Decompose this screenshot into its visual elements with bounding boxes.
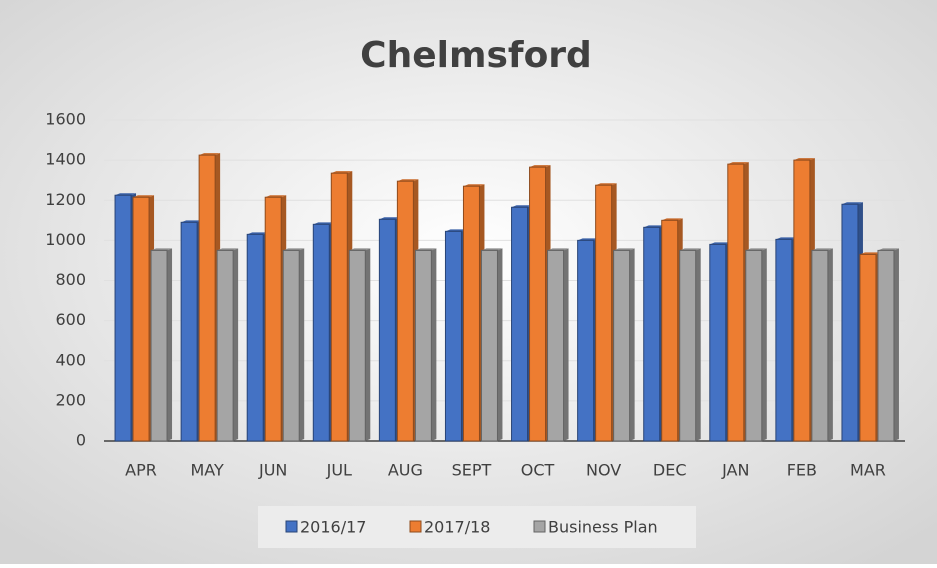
bar — [444, 230, 462, 442]
x-tick-label: NOV — [586, 461, 621, 480]
bar — [480, 249, 498, 442]
y-tick-label: 1000 — [45, 230, 86, 249]
bar — [511, 206, 529, 442]
bar-side — [827, 248, 833, 441]
bar — [180, 221, 198, 442]
bar — [529, 166, 547, 442]
x-tick-label: JUN — [258, 461, 287, 480]
x-tick-label: FEB — [787, 461, 817, 480]
bar-side — [893, 248, 899, 441]
y-tick-label: 200 — [55, 390, 86, 409]
legend-label: Business Plan — [548, 518, 658, 537]
bar — [709, 243, 727, 442]
bar — [132, 196, 150, 442]
chart-title: Chelmsford — [360, 35, 592, 76]
bar — [859, 253, 877, 442]
legend-label: 2017/18 — [424, 518, 490, 537]
bar — [396, 180, 414, 442]
x-tick-label: SEPT — [452, 461, 492, 480]
bar — [282, 249, 300, 442]
bar-top — [247, 232, 269, 235]
bar — [414, 249, 432, 442]
bar — [577, 239, 595, 442]
bar — [793, 159, 811, 442]
bar-side — [497, 248, 503, 441]
bar-top — [331, 171, 353, 174]
legend-swatch — [285, 520, 298, 533]
y-tick-label: 0 — [76, 431, 86, 450]
bar-top — [397, 179, 419, 182]
x-tick-label: MAY — [190, 461, 224, 480]
bar — [330, 172, 348, 442]
legend-label: 2016/17 — [300, 518, 366, 537]
bar — [877, 249, 895, 442]
bar — [841, 203, 859, 442]
bar — [547, 249, 565, 442]
bar — [679, 249, 697, 442]
bar — [595, 184, 613, 442]
y-tick-label: 600 — [55, 310, 86, 329]
bar — [216, 249, 234, 442]
bar — [775, 238, 793, 442]
bar — [661, 219, 679, 442]
bar — [246, 233, 264, 442]
bar — [745, 249, 763, 442]
bar — [348, 249, 366, 442]
bar-top — [859, 252, 881, 255]
bar — [198, 154, 216, 442]
bar-side — [563, 248, 569, 441]
bar — [727, 163, 745, 442]
x-tick-label: APR — [125, 461, 157, 480]
bar — [811, 249, 829, 442]
bar-side — [431, 248, 437, 441]
bar — [150, 249, 168, 442]
bar-side — [629, 248, 635, 441]
bar-top — [709, 242, 731, 245]
bar — [462, 185, 480, 442]
y-tick-label: 800 — [55, 270, 86, 289]
bar — [378, 218, 396, 442]
x-tick-label: OCT — [521, 461, 555, 480]
y-tick-label: 1400 — [45, 150, 86, 169]
bar-side — [167, 248, 173, 441]
y-tick-label: 400 — [55, 350, 86, 369]
bar — [643, 226, 661, 442]
legend-swatch — [533, 520, 546, 533]
bar-top — [841, 202, 863, 205]
legend-box — [258, 506, 696, 548]
bar-side — [761, 248, 767, 441]
bar — [264, 196, 282, 442]
bar-top — [379, 217, 401, 220]
bar-side — [695, 248, 701, 441]
bar — [114, 194, 132, 442]
x-tick-label: AUG — [388, 461, 423, 480]
x-tick-label: MAR — [850, 461, 886, 480]
bar-side — [365, 248, 371, 441]
bar-top — [775, 237, 797, 240]
x-tick-label: JAN — [721, 461, 749, 480]
bar — [312, 223, 330, 442]
bar-top — [313, 222, 335, 225]
x-tick-label: JUL — [326, 461, 352, 480]
y-tick-label: 1600 — [45, 110, 86, 129]
bar-side — [299, 248, 305, 441]
x-tick-label: DEC — [653, 461, 687, 480]
legend-swatch — [409, 520, 422, 533]
bar — [613, 249, 631, 442]
bar-side — [233, 248, 239, 441]
y-tick-label: 1200 — [45, 190, 86, 209]
